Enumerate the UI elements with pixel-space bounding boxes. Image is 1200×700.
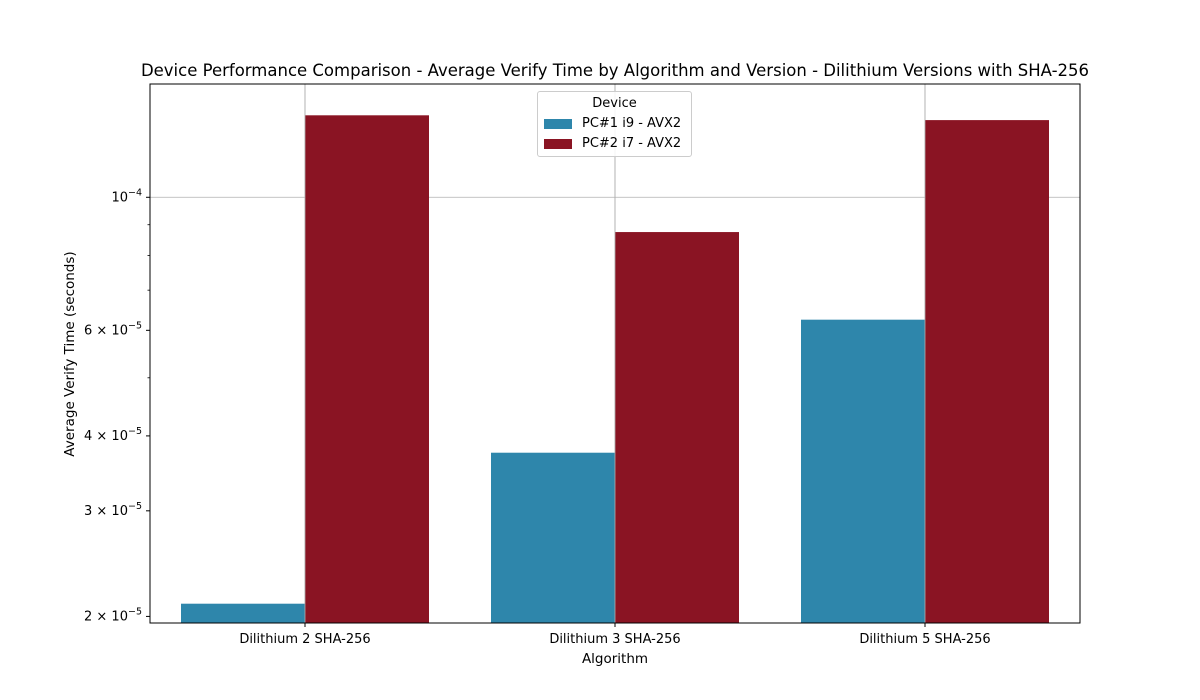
legend-title: Device bbox=[592, 96, 637, 111]
legend-label-pc1: PC#1 i9 - AVX2 bbox=[582, 116, 682, 131]
bars bbox=[181, 84, 1049, 624]
bar-series-1-2 bbox=[801, 319, 925, 623]
x-axis-label: Algorithm bbox=[582, 651, 648, 667]
bar-series-2-2 bbox=[925, 120, 1049, 623]
y-tick-label: 2 × 10−5 bbox=[84, 606, 142, 624]
x-tick-label: Dilithium 2 SHA-256 bbox=[239, 632, 370, 647]
y-axis-label: Average Verify Time (seconds) bbox=[62, 251, 78, 456]
legend-item-pc2: PC#2 i7 - AVX2 bbox=[544, 136, 681, 152]
legend-swatch-pc1 bbox=[544, 118, 572, 129]
legend-item-pc1: PC#1 i9 - AVX2 bbox=[544, 116, 681, 132]
bar-series-2-0 bbox=[305, 115, 429, 624]
y-tick-label: 10−4 bbox=[111, 187, 142, 205]
legend: Device PC#1 i9 - AVX2 PC#2 i7 - AVX2 bbox=[537, 91, 692, 157]
x-tick-label: Dilithium 3 SHA-256 bbox=[549, 632, 680, 647]
bar-series-2-1 bbox=[615, 232, 739, 623]
x-tick-label: Dilithium 5 SHA-256 bbox=[859, 632, 990, 647]
bar-series-1-1 bbox=[491, 452, 615, 623]
bar-series-1-0 bbox=[181, 603, 305, 623]
chart-title: Device Performance Comparison - Average … bbox=[141, 61, 1089, 80]
legend-swatch-pc2 bbox=[544, 138, 572, 149]
y-tick-label: 4 × 10−5 bbox=[84, 426, 142, 444]
y-tick-label: 6 × 10−5 bbox=[84, 320, 142, 338]
y-tick-label: 3 × 10−5 bbox=[84, 501, 142, 519]
legend-label-pc2: PC#2 i7 - AVX2 bbox=[582, 136, 682, 151]
axis-ticks: Dilithium 2 SHA-256 Dilithium 3 SHA-256 Di… bbox=[84, 187, 991, 647]
